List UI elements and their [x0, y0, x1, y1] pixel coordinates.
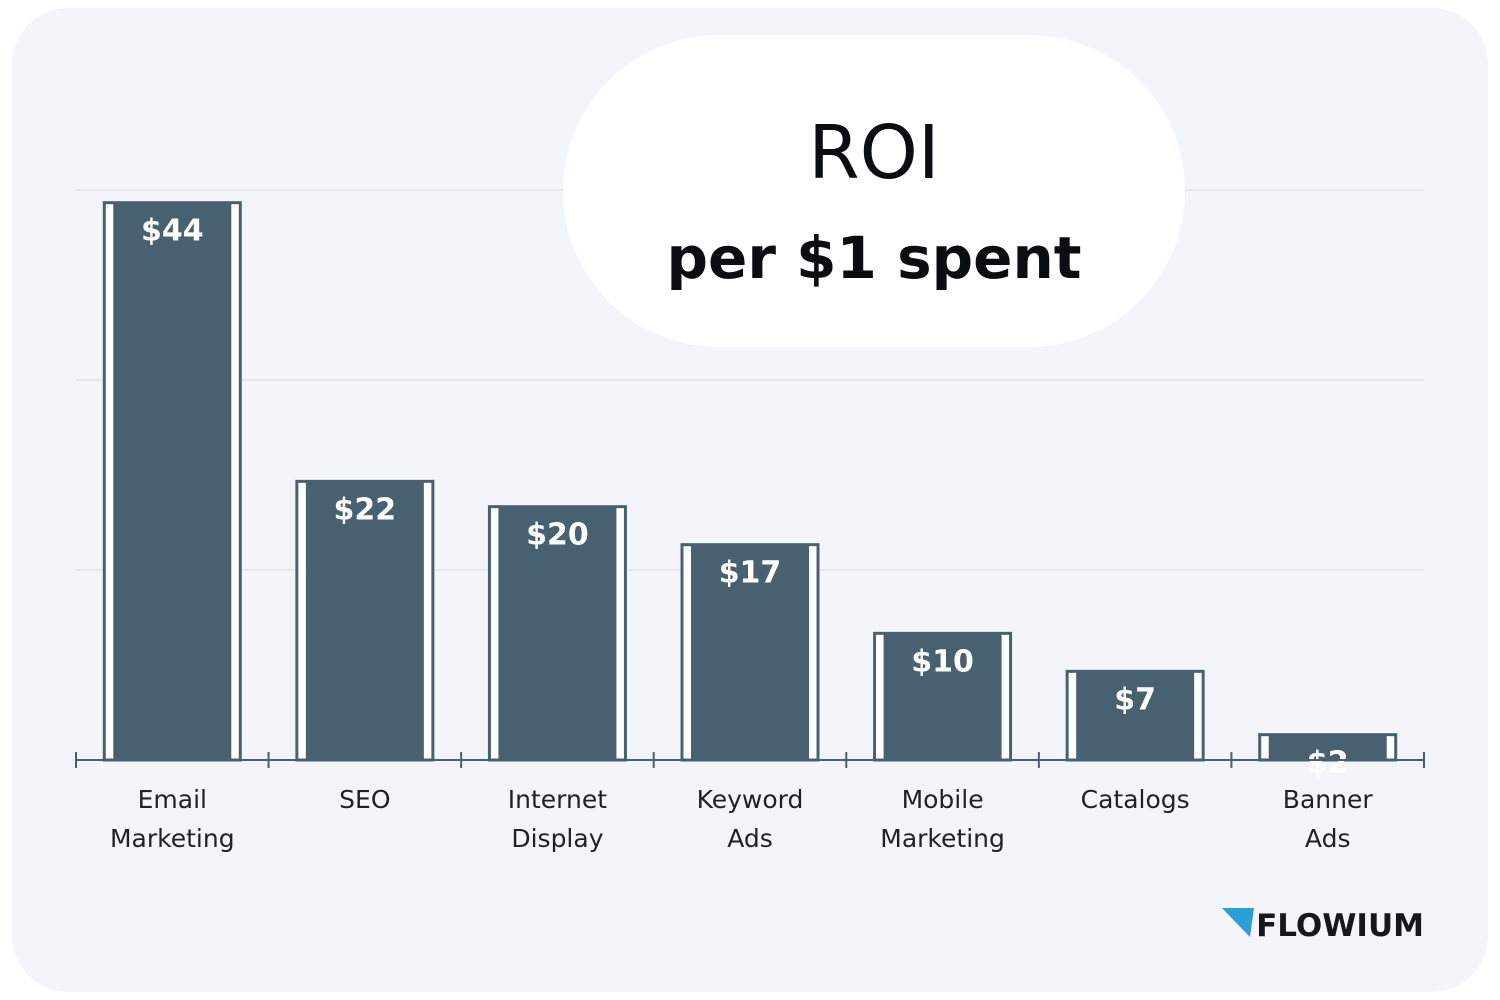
category-label: SEO	[339, 785, 390, 814]
bar	[305, 481, 424, 760]
bar	[498, 506, 617, 760]
logo-text: FLOWIUM	[1256, 908, 1424, 944]
category-label: Marketing	[880, 824, 1005, 853]
flowium-logo: FLOWIUM	[1222, 908, 1424, 944]
chart-subtitle: per $1 spent	[667, 224, 1082, 292]
bar-value-label: $22	[334, 492, 397, 527]
category-label: Ads	[727, 824, 773, 853]
bar	[1268, 734, 1387, 760]
bar-value-label: $20	[526, 518, 589, 553]
bar-value-label: $7	[1114, 682, 1156, 717]
category-label: Banner	[1283, 785, 1374, 814]
bar-value-label: $2	[1307, 746, 1349, 781]
category-label: Keyword	[697, 785, 804, 814]
category-label: Email	[138, 785, 207, 814]
bar-group: $2	[1258, 733, 1398, 781]
bar-group: $7	[1065, 669, 1205, 762]
bar-value-label: $10	[911, 644, 974, 679]
bar	[113, 202, 232, 760]
bar-group: $20	[487, 505, 627, 762]
bar-group: $10	[873, 631, 1013, 762]
title-bubble: ROI per $1 spent	[563, 35, 1185, 347]
category-label: Catalogs	[1081, 785, 1190, 814]
category-labels: Email Marketing SEO Internet Display Keyword A…	[110, 785, 1373, 853]
x-axis	[75, 752, 1425, 768]
bar	[691, 544, 809, 760]
category-label: Internet	[508, 785, 607, 814]
bar-value-label: $17	[719, 556, 782, 591]
title-bubble-background	[563, 35, 1185, 347]
bar-group: $44	[102, 201, 242, 762]
bar-group: $22	[295, 479, 435, 762]
bar	[883, 633, 1002, 760]
bar-group: $17	[680, 543, 820, 762]
category-label: Marketing	[110, 824, 235, 853]
category-label: Mobile	[902, 785, 984, 814]
bars: $44 $22 $20 $17 $10 $7 $2	[102, 201, 1398, 781]
category-label: Display	[511, 824, 603, 853]
flowium-triangle-icon	[1222, 908, 1254, 937]
bar-value-label: $44	[141, 214, 204, 249]
category-label: Ads	[1305, 824, 1351, 853]
chart-title: ROI	[808, 110, 940, 196]
bar	[1076, 671, 1195, 760]
